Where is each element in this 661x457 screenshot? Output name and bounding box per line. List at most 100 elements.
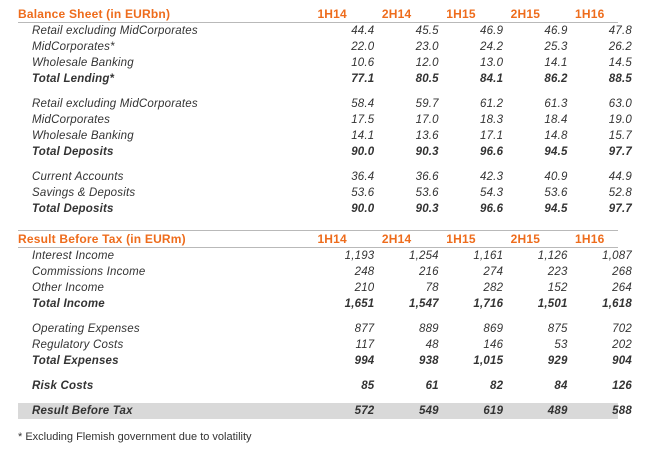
row-value: 202 [612, 339, 632, 351]
row-value: 702 [612, 323, 632, 335]
row-value: 53.6 [544, 187, 568, 199]
balance-sheet-header: Balance Sheet (in EURbn) 1H14 2H14 1H15 … [18, 6, 618, 23]
row-value: 146 [483, 339, 504, 351]
row-value: 36.6 [415, 171, 439, 183]
total-label: Result Before Tax [18, 405, 310, 417]
total-row: Total Income 1,651 1,547 1,716 1,501 1,6… [18, 296, 632, 312]
row-value: 19.0 [608, 114, 632, 126]
total-value: 85 [361, 380, 375, 392]
total-value: 84.1 [479, 73, 504, 85]
total-value: 88.5 [608, 73, 632, 85]
row-value: 46.9 [544, 25, 568, 37]
row-value: 15.7 [608, 130, 632, 142]
total-label: Risk Costs [32, 380, 94, 392]
row-value: 1,193 [344, 250, 375, 262]
row-value: 877 [354, 323, 375, 335]
row-value: 889 [418, 323, 439, 335]
total-value: 97.7 [608, 146, 632, 158]
row-value: 22.0 [351, 41, 375, 53]
row-value: 18.4 [544, 114, 568, 126]
total-value: 904 [612, 355, 632, 367]
total-value: 1,651 [344, 298, 375, 310]
row-value: 248 [354, 266, 375, 278]
row-value: 44.9 [608, 171, 632, 183]
total-value: 96.6 [479, 146, 504, 158]
row-value: 58.4 [351, 98, 375, 110]
row-label: Wholesale Banking [32, 57, 134, 69]
row-value: 23.0 [415, 41, 439, 53]
row-value: 17.0 [415, 114, 439, 126]
total-value: 90.0 [351, 203, 375, 215]
row-label: Savings & Deposits [32, 187, 136, 199]
section-spacer [18, 312, 618, 321]
result-before-tax-header: Result Before Tax (in EURm) 1H14 2H14 1H… [18, 230, 618, 248]
row-value: 13.6 [415, 130, 439, 142]
total-value: 77.1 [351, 73, 375, 85]
total-value: 1,015 [473, 355, 504, 367]
result-before-tax-row: Result Before Tax 572 549 619 489 588 [18, 403, 632, 419]
total-value: 572 [354, 405, 375, 417]
row-value: 78 [425, 282, 439, 294]
total-label: Total Deposits [32, 203, 114, 215]
total-value: 126 [612, 380, 632, 392]
row-value: 1,087 [602, 250, 632, 262]
row-value: 45.5 [415, 25, 439, 37]
footnote: * Excluding Flemish government due to vo… [18, 431, 252, 443]
table-row: Commissions Income 248 216 274 223 268 [18, 264, 632, 280]
period-header: 1H16 [575, 7, 605, 21]
total-value: 619 [483, 405, 504, 417]
row-value: 48 [425, 339, 439, 351]
period-header: 1H16 [575, 232, 605, 246]
row-value: 210 [354, 282, 375, 294]
table-row: Regulatory Costs 117 48 146 53 202 [18, 337, 632, 353]
row-value: 53 [554, 339, 568, 351]
total-value: 94.5 [544, 146, 568, 158]
total-value: 1,501 [537, 298, 568, 310]
period-header: 1H14 [317, 232, 347, 246]
row-value: 53.6 [415, 187, 439, 199]
row-value: 14.8 [544, 130, 568, 142]
row-value: 24.2 [479, 41, 504, 53]
row-value: 1,254 [409, 250, 439, 262]
total-value: 489 [547, 405, 568, 417]
total-value: 90.3 [415, 203, 439, 215]
row-value: 17.5 [351, 114, 375, 126]
total-value: 90.0 [351, 146, 375, 158]
row-value: 52.8 [608, 187, 632, 199]
total-value: 84 [554, 380, 568, 392]
row-value: 117 [355, 339, 375, 351]
result-before-tax-title: Result Before Tax (in EURm) [18, 232, 186, 246]
table-row: Other Income 210 78 282 152 264 [18, 280, 632, 296]
row-value: 14.1 [351, 130, 375, 142]
row-value: 223 [547, 266, 568, 278]
period-header: 2H15 [510, 7, 541, 21]
row-value: 40.9 [544, 171, 568, 183]
total-label: Total Lending* [32, 73, 115, 85]
row-label: Other Income [32, 282, 105, 294]
total-value: 994 [354, 355, 375, 367]
row-value: 274 [483, 266, 504, 278]
period-header: 1H15 [446, 232, 476, 246]
row-value: 46.9 [479, 25, 504, 37]
total-label: Total Deposits [32, 146, 114, 158]
row-label: Current Accounts [32, 171, 124, 183]
table-row: Current Accounts 36.4 36.6 42.3 40.9 44.… [18, 169, 632, 185]
row-value: 875 [547, 323, 568, 335]
total-value: 1,716 [473, 298, 504, 310]
total-value: 96.6 [479, 203, 504, 215]
row-value: 14.5 [608, 57, 632, 69]
table-row: Wholesale Banking 10.6 12.0 13.0 14.1 14… [18, 55, 632, 71]
total-label: Total Expenses [32, 355, 119, 367]
row-value: 1,161 [473, 250, 504, 262]
row-value: 47.8 [608, 25, 632, 37]
section-spacer [18, 217, 618, 230]
row-value: 26.2 [608, 41, 632, 53]
row-label: MidCorporates* [32, 41, 115, 53]
total-value: 938 [418, 355, 439, 367]
period-header: 2H14 [381, 7, 412, 21]
period-header: 1H14 [317, 7, 347, 21]
period-header: 2H15 [510, 232, 541, 246]
table-row: Savings & Deposits 53.6 53.6 54.3 53.6 5… [18, 185, 632, 201]
row-value: 268 [612, 266, 632, 278]
row-value: 216 [418, 266, 439, 278]
